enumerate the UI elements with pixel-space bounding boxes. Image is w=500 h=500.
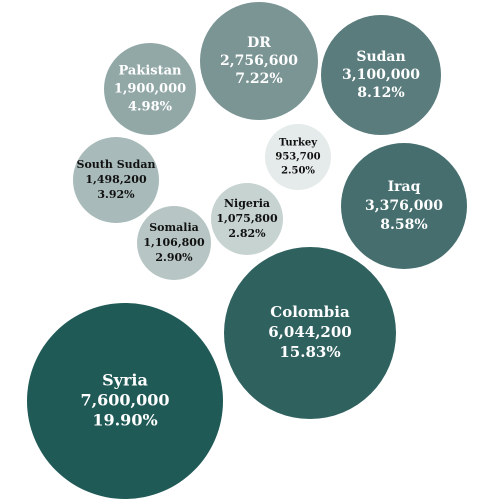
bubble-percent-label-turkey: 2.50% (281, 166, 315, 177)
bubble-circle-syria (27, 303, 223, 499)
bubble-circle-dr (200, 2, 318, 120)
bubble-percent-label-syria: 19.90% (92, 411, 157, 430)
bubble-value-label-colombia: 6,044,200 (268, 323, 352, 341)
bubble-percent-label-sudan: 8.12% (357, 85, 404, 101)
bubble-percent-label-iraq: 8.58% (380, 217, 427, 233)
bubble-iraq: Iraq 3,376,000 8.58% (341, 143, 467, 269)
bubble-colombia: Colombia 6,044,200 15.83% (224, 247, 396, 419)
bubble-percent-label-colombia: 15.83% (279, 343, 340, 361)
bubble-percent-label-pakistan: 4.98% (128, 100, 173, 115)
bubble-circle-nigeria (211, 183, 283, 255)
bubble-name-label-turkey: Turkey (279, 138, 318, 149)
bubble-circle-colombia (224, 247, 396, 419)
bubble-name-label-pakistan: Pakistan (119, 64, 183, 79)
bubble-name-label-iraq: Iraq (388, 179, 421, 195)
bubble-value-label-somalia: 1,106,800 (143, 236, 205, 249)
bubble-value-label-dr: 2,756,600 (220, 53, 298, 69)
bubble-percent-label-south-sudan: 3.92% (97, 188, 135, 201)
bubble-circle-iraq (341, 143, 467, 269)
bubble-name-label-syria: Syria (102, 371, 148, 390)
bubble-turkey: Turkey 953,700 2.50% (265, 124, 331, 190)
bubble-nigeria: Nigeria 1,075,800 2.82% (211, 183, 283, 255)
bubble-south-sudan: South Sudan 1,498,200 3.92% (73, 137, 159, 223)
bubble-percent-label-dr: 7.22% (235, 71, 282, 87)
bubble-circle-south-sudan (73, 137, 159, 223)
bubble-value-label-pakistan: 1,900,000 (114, 82, 186, 97)
bubble-name-label-dr: DR (247, 35, 271, 51)
bubble-value-label-syria: 7,600,000 (80, 391, 169, 410)
bubble-percent-label-nigeria: 2.82% (228, 227, 266, 240)
bubble-pakistan: Pakistan 1,900,000 4.98% (104, 43, 196, 135)
bubble-dr: DR 2,756,600 7.22% (200, 2, 318, 120)
bubble-circle-somalia (137, 206, 211, 280)
bubble-circle-pakistan (104, 43, 196, 135)
bubble-name-label-sudan: Sudan (356, 49, 405, 65)
bubble-somalia: Somalia 1,106,800 2.90% (137, 206, 211, 280)
bubble-percent-label-somalia: 2.90% (155, 251, 193, 264)
bubble-name-label-south-sudan: South Sudan (77, 158, 156, 171)
bubble-circle-sudan (321, 15, 441, 135)
bubble-name-label-somalia: Somalia (149, 221, 199, 234)
bubble-value-label-nigeria: 1,075,800 (216, 212, 278, 225)
bubble-name-label-nigeria: Nigeria (224, 197, 270, 210)
bubble-value-label-turkey: 953,700 (275, 152, 320, 163)
bubble-name-label-colombia: Colombia (270, 303, 350, 321)
bubble-sudan: Sudan 3,100,000 8.12% (321, 15, 441, 135)
bubble-value-label-south-sudan: 1,498,200 (85, 173, 147, 186)
bubble-value-label-sudan: 3,100,000 (342, 67, 420, 83)
bubble-circle-turkey (265, 124, 331, 190)
bubble-value-label-iraq: 3,376,000 (365, 198, 443, 214)
